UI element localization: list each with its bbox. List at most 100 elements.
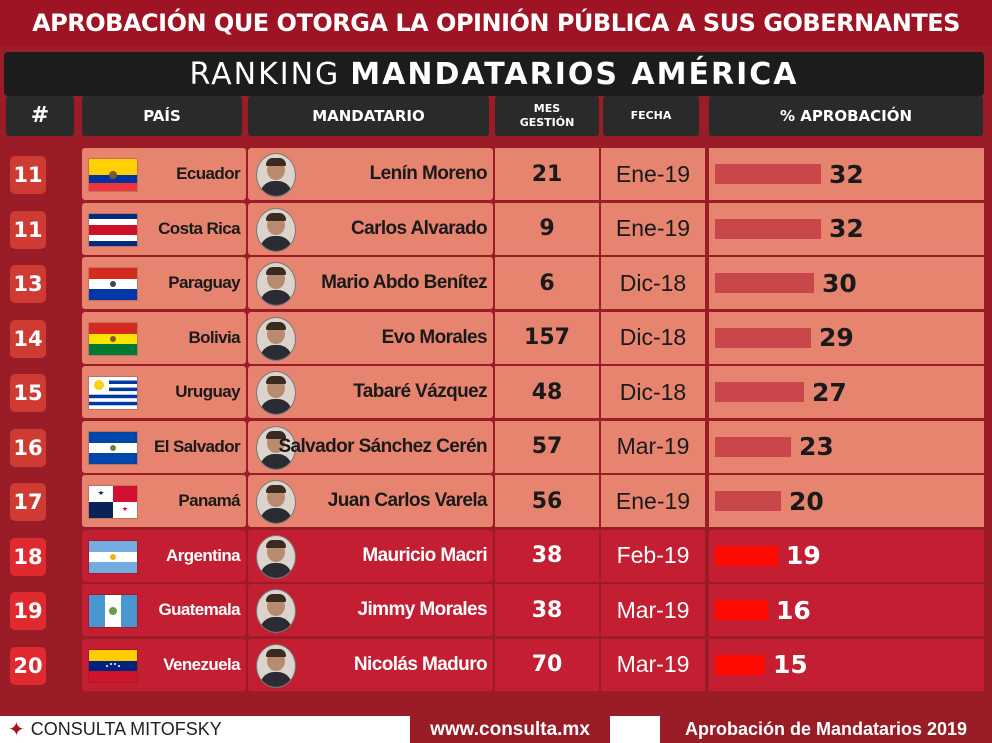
footer-brand: ✦ CONSULTA MITOFSKY (0, 716, 410, 743)
approval-value: 27 (812, 377, 847, 407)
approval-cell: 16 (709, 584, 984, 636)
avatar (256, 153, 296, 197)
president-name: Mario Abdo Benítez (321, 272, 487, 293)
months-in-office: 6 (495, 257, 599, 309)
approval-value: 20 (789, 486, 824, 516)
paraguay-flag-icon (88, 267, 138, 301)
country-name: Argentina (166, 545, 241, 565)
president-cell: Mauricio Macri (248, 529, 493, 582)
approval-cell: 15 (709, 638, 984, 691)
avatar (256, 534, 296, 579)
rank-badge: 17 (10, 483, 46, 521)
ranking-bold: MANDATARIOS AMÉRICA (350, 56, 799, 92)
rank-badge: 19 (10, 592, 46, 630)
months-in-office: 70 (495, 638, 599, 691)
approval-value: 15 (773, 650, 808, 679)
country-cell: Argentina (82, 529, 246, 582)
uruguay-flag-icon (88, 376, 138, 410)
banner-title: APROBACIÓN QUE OTORGA LA OPINIÓN PÚBLICA… (0, 0, 992, 46)
guatemala-flag-icon (88, 594, 138, 628)
argentina-flag-icon (88, 539, 138, 574)
country-name: Costa Rica (158, 218, 240, 238)
president-name: Tabaré Vázquez (353, 381, 487, 402)
president-cell: Tabaré Vázquez (248, 366, 493, 418)
survey-date: Ene-19 (601, 148, 705, 200)
approval-bar (715, 491, 781, 511)
country-name: Panamá (178, 491, 240, 510)
president-cell: Evo Morales (248, 311, 493, 364)
approval-cell: 27 (709, 366, 984, 418)
president-name: Mauricio Macri (362, 544, 487, 566)
approval-cell: 29 (709, 311, 984, 364)
table-row: 15 Uruguay Tabaré Vázquez 48 Dic-18 27 (4, 366, 984, 418)
country-cell: Bolivia (82, 311, 246, 364)
footer-brand-text: CONSULTA MITOFSKY (30, 719, 222, 739)
rank-badge: 20 (10, 646, 46, 685)
approval-value: 32 (829, 159, 864, 189)
rank-badge: 16 (10, 428, 46, 467)
col-header-months-line1: MES (533, 102, 561, 115)
col-header-approval: % APROBACIÓN (709, 96, 983, 136)
president-cell: Jimmy Morales (248, 584, 493, 636)
president-cell: Nicolás Maduro (248, 638, 493, 691)
approval-value: 30 (822, 268, 857, 298)
approval-bar (715, 436, 791, 457)
table-row: 17 Panamá Juan Carlos Varela 56 Ene-19 20 (4, 475, 984, 527)
president-name: Salvador Sánchez Cerén (278, 435, 487, 457)
president-cell: Carlos Alvarado (248, 202, 493, 255)
months-in-office: 9 (495, 202, 599, 255)
avatar (256, 207, 296, 252)
approval-bar (715, 382, 804, 402)
table-row: 16 El Salvador Salvador Sánchez Cerén 57 Mar… (4, 420, 984, 473)
table-row: 20 Venezuela Nicolás Maduro 70 Mar-19 15 (4, 638, 984, 691)
avatar (256, 316, 296, 361)
rank-badge: 13 (10, 265, 46, 303)
table-row: 14 Bolivia Evo Morales 157 Dic-18 29 (4, 311, 984, 364)
approval-bar (715, 273, 814, 293)
president-name: Evo Morales (381, 326, 488, 348)
months-in-office: 21 (495, 148, 599, 200)
country-cell: El Salvador (82, 420, 246, 473)
president-name: Jimmy Morales (357, 599, 488, 620)
country-name: Bolivia (188, 327, 240, 347)
col-header-months-line2: GESTIÓN (519, 116, 575, 129)
footer-caption: Aprobación de Mandatarios 2019 (660, 716, 992, 743)
col-header-rank: # (6, 96, 74, 136)
table-row: 19 Guatemala Jimmy Morales 38 Mar-19 16 (4, 584, 984, 636)
survey-date: Ene-19 (601, 475, 705, 527)
venezuela-flag-icon (88, 648, 138, 683)
avatar (256, 425, 296, 470)
panama-flag-icon (88, 485, 138, 519)
approval-cell: 30 (709, 257, 984, 309)
country-cell: Costa Rica (82, 202, 246, 255)
months-in-office: 38 (495, 529, 599, 582)
survey-date: Feb-19 (601, 529, 705, 582)
approval-value: 29 (819, 323, 854, 352)
rank-badge: 15 (10, 374, 46, 412)
president-name: Carlos Alvarado (350, 217, 488, 239)
col-header-date: FECHA (603, 96, 699, 136)
survey-date: Dic-18 (601, 366, 705, 418)
approval-bar (715, 600, 768, 620)
months-in-office: 38 (495, 584, 599, 636)
table-row: 11 Costa Rica Carlos Alvarado 9 Ene-19 32 (4, 202, 984, 255)
approval-cell: 19 (709, 529, 984, 582)
approval-value: 16 (776, 595, 811, 625)
el-salvador-flag-icon (88, 430, 138, 465)
country-name: Venezuela (163, 654, 240, 674)
table-row: 18 Argentina Mauricio Macri 38 Feb-19 19 (4, 529, 984, 582)
avatar (256, 589, 296, 633)
rank-badge: 14 (10, 319, 46, 358)
months-in-office: 56 (495, 475, 599, 527)
costa-rica-flag-icon (88, 212, 138, 247)
approval-value: 32 (829, 214, 864, 243)
rank-badge: 11 (10, 210, 46, 249)
ranking-title: RANKING MANDATARIOS AMÉRICA (4, 52, 984, 96)
president-cell: Salvador Sánchez Cerén (248, 420, 493, 473)
survey-date: Mar-19 (601, 638, 705, 691)
footer-url[interactable]: www.consulta.mx (410, 716, 610, 743)
approval-bar (715, 218, 821, 239)
survey-date: Dic-18 (601, 257, 705, 309)
survey-date: Dic-18 (601, 311, 705, 364)
president-cell: Mario Abdo Benítez (248, 257, 493, 309)
